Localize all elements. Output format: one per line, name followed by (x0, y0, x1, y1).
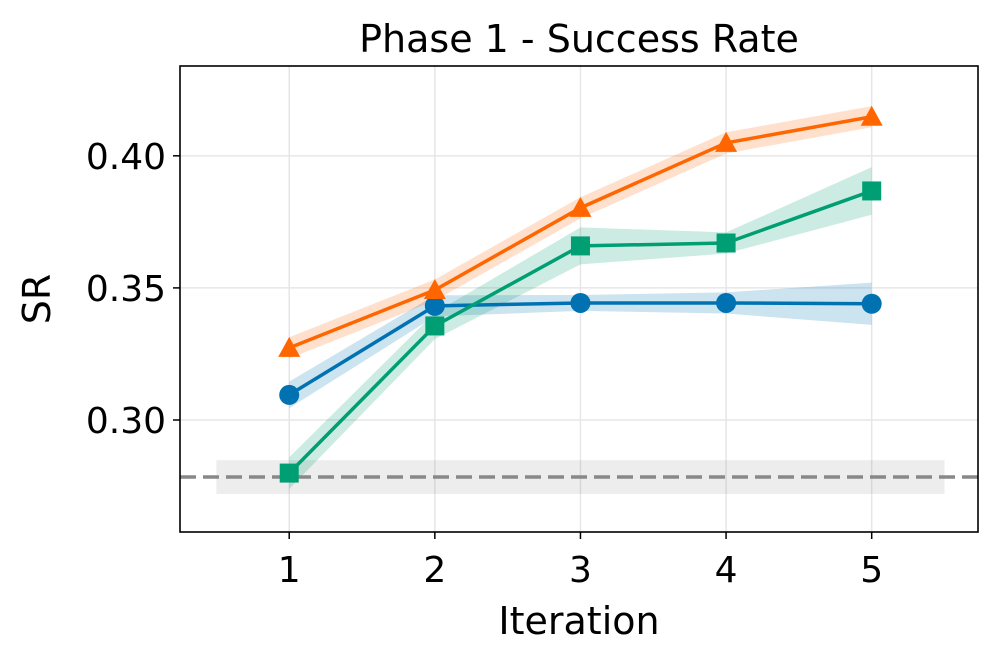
x-axis-label: Iteration (498, 599, 659, 643)
circle-marker (279, 384, 300, 405)
circle-marker (716, 292, 737, 313)
triangle-marker (423, 279, 446, 300)
triangle-marker (860, 105, 883, 126)
square-marker (862, 181, 882, 201)
x-tick-label: 5 (860, 550, 883, 591)
x-tick-label: 1 (278, 550, 301, 591)
y-tick-label: 0.35 (86, 269, 166, 310)
square-marker (570, 236, 590, 256)
axis-ticks: 1 2 3 4 5 0.30 0.35 0.40 (86, 137, 883, 591)
x-tick-label: 2 (423, 550, 446, 591)
series-markers (278, 105, 883, 483)
square-marker (279, 463, 299, 483)
circle-marker (570, 292, 591, 313)
chart-title: Phase 1 - Success Rate (359, 17, 799, 61)
circle-marker (424, 295, 445, 316)
y-axis-label: SR (15, 274, 59, 325)
triangle-marker (278, 336, 301, 357)
square-marker (716, 233, 736, 253)
x-tick-label: 3 (569, 550, 592, 591)
y-tick-label: 0.30 (86, 401, 166, 442)
plot-frame (179, 65, 979, 533)
y-tick-label: 0.40 (86, 137, 166, 178)
x-tick-label: 4 (715, 550, 738, 591)
triangle-marker (715, 131, 738, 152)
circle-marker (861, 293, 882, 314)
triangle-marker (569, 196, 592, 217)
square-marker (425, 316, 445, 336)
